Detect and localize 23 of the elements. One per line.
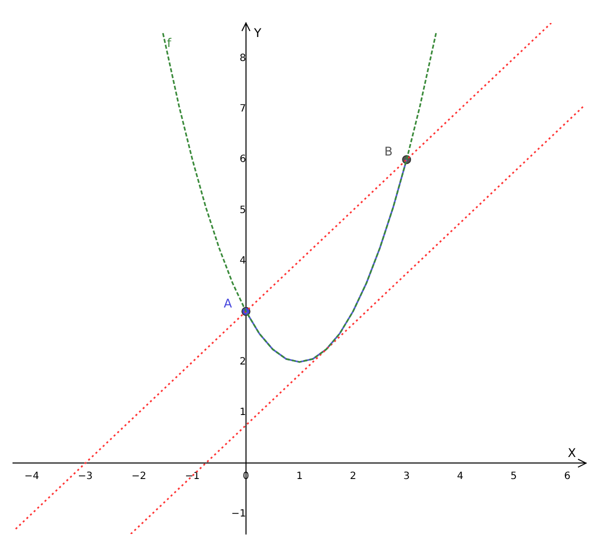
y-tick-label: 8	[240, 53, 246, 64]
x-tick-label: 5	[510, 470, 517, 482]
x-tick-label: 3	[403, 470, 410, 482]
y-tick-label: 4	[240, 255, 246, 266]
y-tick-label: 5	[240, 204, 246, 216]
y-tick-label: 1	[240, 407, 246, 418]
x-tick-label: 2	[350, 470, 356, 482]
y-tick-label: 7	[240, 104, 246, 115]
x-tick-label: 4	[456, 470, 464, 482]
y-tick-label: 6	[240, 154, 246, 166]
series-label: B	[384, 144, 393, 159]
y-axis-title: Y	[252, 26, 262, 40]
x-tick-label: 1	[296, 470, 303, 482]
x-tick-label: −1	[185, 470, 200, 482]
x-tick-label: −4	[24, 470, 40, 482]
x-tick-label: 6	[564, 470, 570, 482]
x-axis-title: X	[568, 446, 576, 460]
y-tick-label: 2	[240, 356, 246, 368]
series-label: f	[166, 36, 172, 50]
series-label: A	[224, 296, 233, 310]
y-tick-label: −1	[231, 508, 246, 520]
x-tick-label: −2	[131, 470, 146, 482]
x-tick-label: −3	[78, 470, 93, 482]
